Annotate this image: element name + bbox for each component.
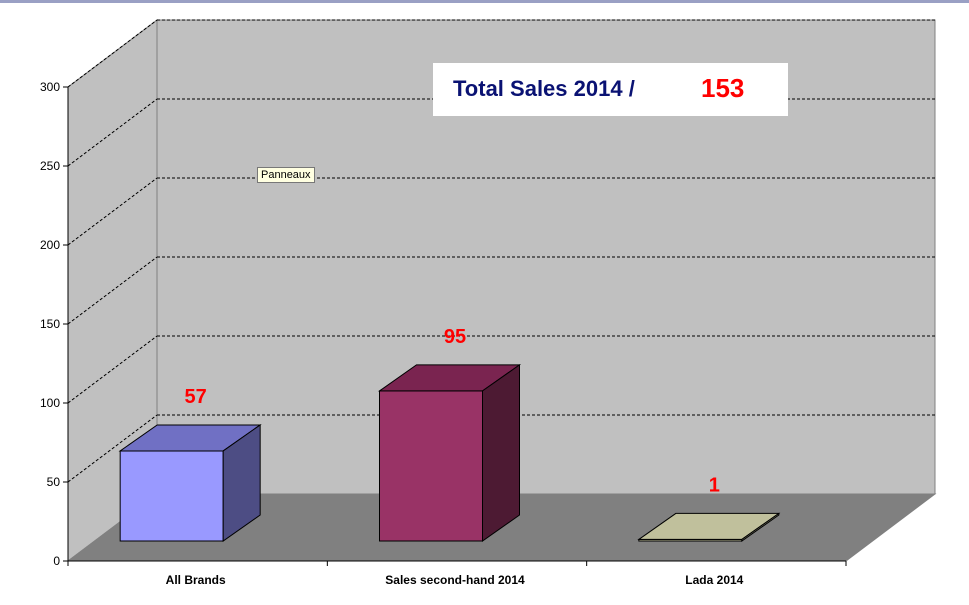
bar-front bbox=[119, 450, 224, 542]
bar-side bbox=[222, 423, 261, 542]
total-value: 153 bbox=[701, 73, 745, 103]
y-tick-label: 250 bbox=[40, 159, 60, 173]
y-tick-label: 100 bbox=[40, 396, 60, 410]
tooltip: Panneaux bbox=[257, 167, 315, 183]
bar-2 bbox=[377, 363, 522, 542]
y-axis-ticks: 0 50 100 150 200 250 300 bbox=[40, 80, 68, 568]
gridline-side bbox=[67, 177, 158, 246]
data-label: 1 bbox=[709, 474, 720, 496]
gridline-side bbox=[67, 256, 158, 325]
title-box: Total Sales 2014 / 153 bbox=[433, 63, 788, 116]
bars bbox=[118, 363, 781, 542]
bar-side bbox=[482, 363, 520, 542]
gridline-side bbox=[67, 414, 158, 483]
data-labels: 57 95 1 bbox=[185, 326, 720, 497]
gridlines bbox=[67, 19, 935, 483]
gridline-side bbox=[67, 335, 158, 404]
x-category-label: Lada 2014 bbox=[685, 573, 743, 587]
y-tick-label: 0 bbox=[53, 554, 60, 568]
gridline-side bbox=[67, 98, 158, 167]
y-tick-label: 200 bbox=[40, 238, 60, 252]
data-label: 57 bbox=[185, 386, 207, 408]
x-category-label: All Brands bbox=[166, 573, 226, 587]
x-category-label: Sales second-hand 2014 bbox=[385, 573, 525, 587]
x-axis-labels: All Brands Sales second-hand 2014 Lada 201… bbox=[166, 573, 744, 587]
bar-3 bbox=[637, 512, 781, 542]
gridline-side bbox=[67, 19, 158, 88]
y-tick-label: 50 bbox=[47, 475, 61, 489]
bar-front bbox=[379, 390, 483, 542]
y-tick-label: 150 bbox=[40, 317, 60, 331]
data-label: 95 bbox=[444, 326, 466, 348]
bar-side bbox=[741, 512, 780, 542]
top-border-line bbox=[0, 0, 969, 3]
chart-title: Total Sales 2014 / bbox=[453, 76, 635, 101]
bar-1 bbox=[118, 423, 262, 542]
y-tick-label: 300 bbox=[40, 80, 60, 94]
